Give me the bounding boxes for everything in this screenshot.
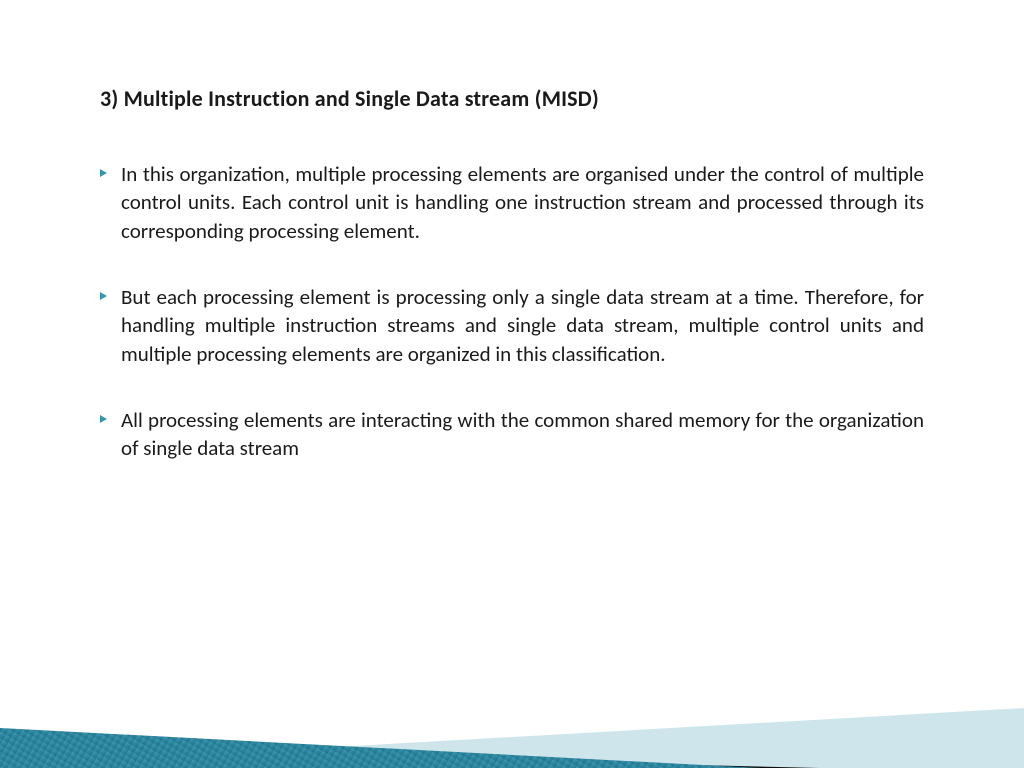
slide-title: 3) Multiple Instruction and Single Data … xyxy=(100,85,924,112)
footer-dark-triangle xyxy=(0,748,820,768)
bullet-item: But each processing element is processin… xyxy=(100,283,924,368)
chevron-right-icon xyxy=(100,292,107,300)
bullet-text: In this organization, multiple processin… xyxy=(121,160,924,245)
chevron-right-icon xyxy=(100,415,107,423)
footer-light-triangle xyxy=(0,708,1024,768)
chevron-right-icon xyxy=(100,169,107,177)
bullet-item: In this organization, multiple processin… xyxy=(100,160,924,245)
slide: 3) Multiple Instruction and Single Data … xyxy=(0,0,1024,768)
bullet-item: All processing elements are interacting … xyxy=(100,406,924,463)
bullet-text: All processing elements are interacting … xyxy=(121,406,924,463)
footer-decoration xyxy=(0,648,1024,768)
footer-main-triangle xyxy=(0,728,760,768)
bullet-text: But each processing element is processin… xyxy=(121,283,924,368)
